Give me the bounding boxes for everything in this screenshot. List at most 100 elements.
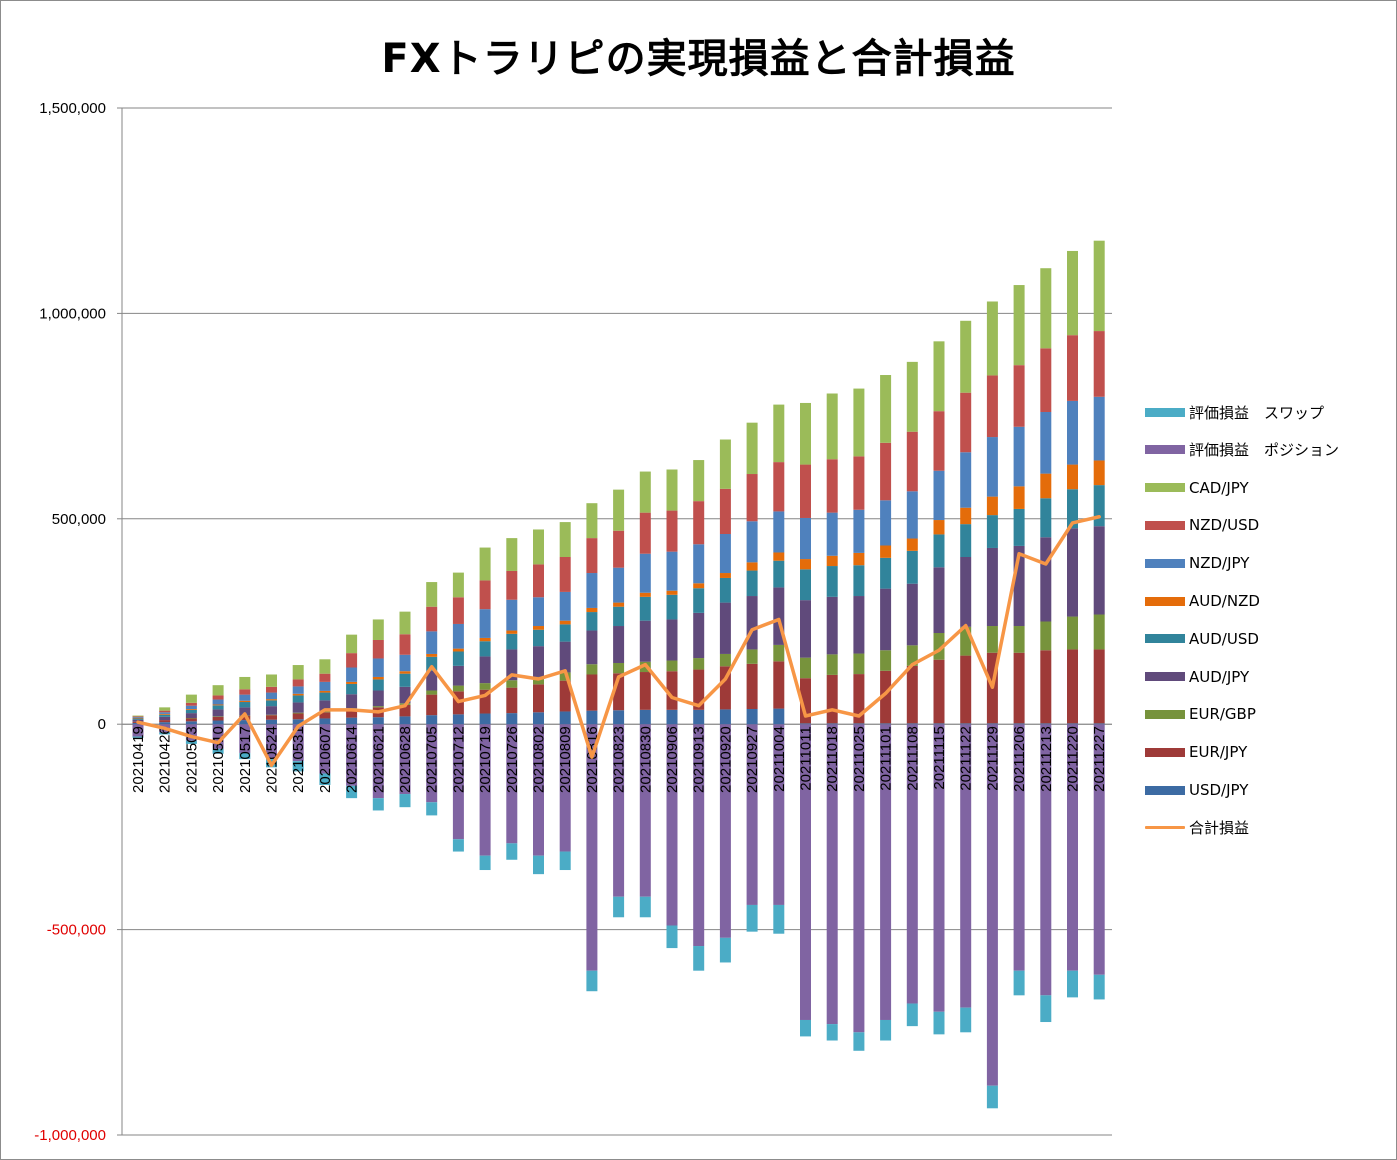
bar-nzd-jpy: [399, 654, 411, 672]
bar-nzd-usd: [346, 653, 358, 668]
bar-aud-nzd: [266, 699, 277, 701]
total-pl-point: [1097, 515, 1101, 519]
legend-item: AUD/NZD: [1145, 589, 1260, 613]
bar-aud-nzd: [292, 693, 304, 696]
bar-aud-jpy: [372, 690, 384, 707]
bar-nzd-usd: [372, 639, 384, 659]
bar-usd-jpy: [479, 713, 491, 725]
bar-cad-jpy: [212, 685, 224, 696]
bar-nzd-jpy: [693, 544, 705, 584]
bar-aud-usd: [853, 565, 865, 597]
bar-unrealized-swap: [479, 855, 491, 871]
bar-aud-usd: [826, 566, 838, 597]
bar-unrealized-position: [506, 724, 518, 844]
bar-eur-jpy: [479, 689, 491, 714]
bar-unrealized-position: [292, 724, 304, 762]
bar-aud-usd: [292, 695, 304, 703]
bar-eur-gbp: [719, 653, 731, 667]
bar-nzd-jpy: [159, 712, 171, 714]
bar-unrealized-position: [1067, 724, 1078, 971]
bar-unrealized-position: [960, 724, 972, 1008]
x-tick-label: 20211115: [931, 726, 948, 789]
bar-nzd-jpy: [1067, 400, 1078, 465]
bar-eur-jpy: [933, 659, 945, 724]
x-tick-label: 20211122: [958, 726, 975, 791]
bar-cad-jpy: [719, 439, 731, 489]
bar-nzd-usd: [559, 557, 571, 592]
bar-eur-jpy: [1067, 649, 1078, 724]
bar-aud-usd: [479, 641, 491, 657]
bar-nzd-jpy: [586, 573, 598, 608]
bar-nzd-usd: [613, 530, 625, 568]
bar-nzd-jpy: [372, 658, 384, 677]
bar-aud-nzd: [533, 626, 544, 630]
total-pl-point: [857, 714, 861, 718]
bar-aud-nzd: [426, 653, 438, 657]
bar-aud-jpy: [506, 649, 518, 681]
bar-eur-gbp: [986, 626, 998, 653]
bar-unrealized-position: [132, 724, 144, 737]
bar-eur-gbp: [212, 716, 224, 717]
bar-usd-jpy: [1067, 723, 1078, 725]
bar-unrealized-position: [933, 724, 945, 1012]
bar-aud-nzd: [452, 648, 464, 652]
bar-eur-gbp: [746, 649, 758, 664]
legend-swatch: [1145, 483, 1185, 493]
bar-aud-jpy: [693, 612, 705, 659]
bar-cad-jpy: [586, 503, 598, 539]
bar-eur-jpy: [506, 687, 518, 714]
bar-unrealized-position: [266, 724, 277, 760]
y-tick-label: -1,000,000: [34, 1127, 106, 1144]
bar-eur-jpy: [159, 720, 171, 723]
bar-usd-jpy: [773, 708, 785, 725]
bar-nzd-jpy: [185, 705, 197, 710]
total-pl-point: [884, 691, 888, 695]
x-tick-label: 20211018: [824, 726, 841, 792]
bar-eur-gbp: [666, 660, 678, 672]
bar-aud-nzd: [185, 709, 197, 710]
x-tick-label: 20210517: [237, 726, 254, 793]
bar-unrealized-swap: [746, 904, 758, 932]
bar-unrealized-position: [372, 724, 384, 799]
bar-nzd-usd: [933, 411, 945, 471]
x-tick-label: 20210906: [664, 726, 681, 793]
bar-usd-jpy: [853, 723, 865, 725]
bar-nzd-usd: [666, 510, 678, 552]
y-tick-label: 0: [98, 716, 106, 733]
total-pl-point: [777, 617, 781, 621]
bar-cad-jpy: [960, 320, 972, 393]
x-tick-label: 20210614: [344, 726, 361, 793]
bar-nzd-jpy: [292, 686, 304, 694]
bar-usd-jpy: [452, 714, 464, 725]
x-tick-label: 20210419: [130, 726, 147, 793]
total-pl-point: [270, 763, 273, 767]
y-tick-label: 1,000,000: [39, 305, 106, 322]
bar-nzd-jpy: [880, 500, 892, 546]
bar-nzd-jpy: [826, 512, 838, 556]
legend-swatch: [1145, 520, 1185, 530]
bar-cad-jpy: [506, 538, 518, 571]
legend-label: EUR/JPY: [1189, 743, 1248, 762]
x-tick-label: 20210719: [477, 726, 494, 793]
bar-aud-jpy: [185, 713, 197, 719]
bar-usd-jpy: [1013, 723, 1025, 725]
bar-nzd-usd: [212, 695, 224, 700]
legend-swatch: [1145, 672, 1185, 682]
bar-eur-gbp: [479, 683, 491, 690]
bar-nzd-usd: [906, 431, 918, 492]
bar-unrealized-swap: [452, 839, 464, 852]
bar-eur-gbp: [880, 650, 892, 671]
bar-eur-gbp: [960, 626, 972, 656]
total-pl-point: [804, 714, 807, 718]
bar-unrealized-position: [719, 724, 731, 938]
bar-aud-usd: [559, 624, 571, 642]
x-tick-label: 20210524: [264, 726, 281, 793]
bar-aud-nzd: [372, 676, 384, 680]
legend-label: AUD/NZD: [1189, 592, 1260, 610]
bar-unrealized-position: [693, 724, 705, 947]
bar-nzd-jpy: [613, 567, 625, 603]
bar-unrealized-swap: [1093, 974, 1105, 1000]
bar-nzd-usd: [1067, 335, 1078, 401]
total-pl-point: [376, 710, 380, 714]
bar-unrealized-position: [479, 724, 491, 856]
